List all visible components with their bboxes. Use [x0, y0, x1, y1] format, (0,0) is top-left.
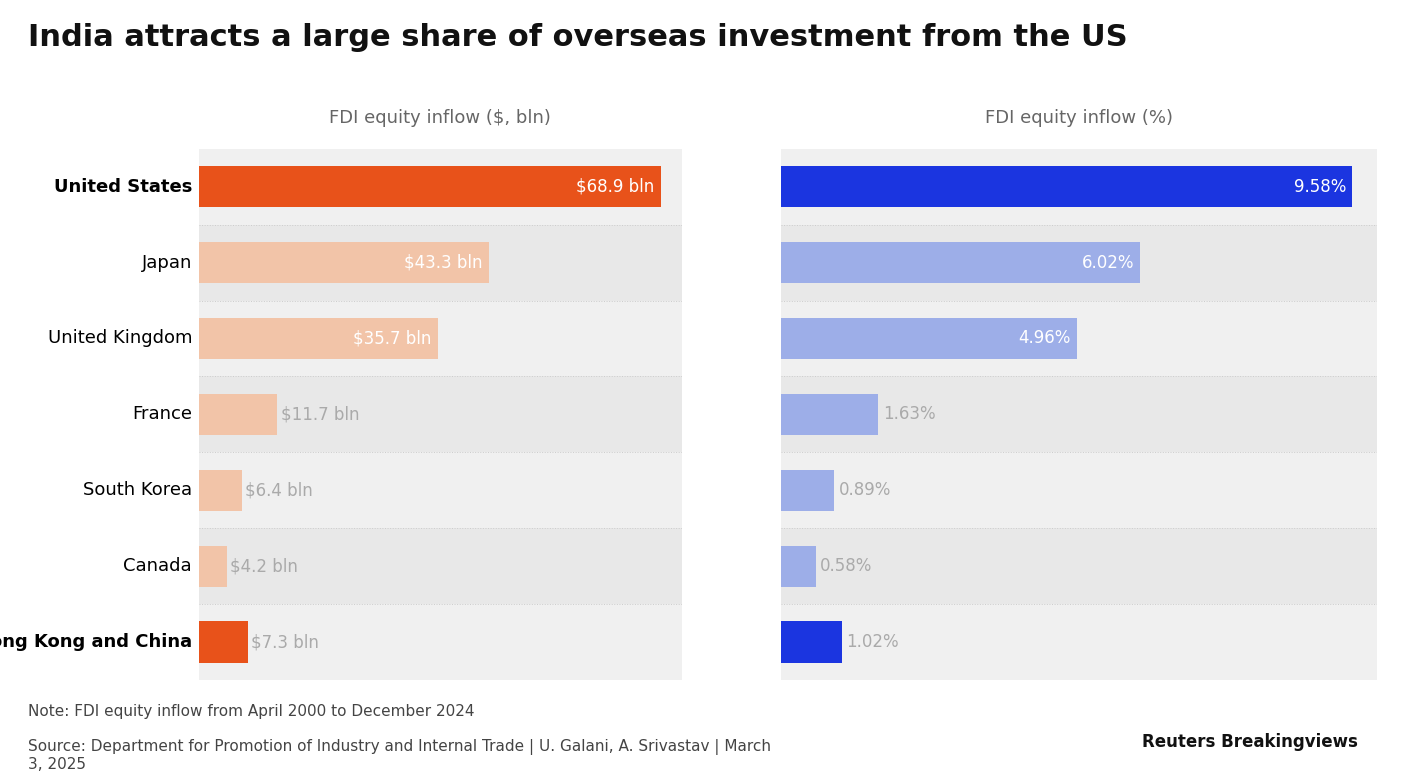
Text: 6.02%: 6.02% — [1082, 253, 1135, 271]
Text: India attracts a large share of overseas investment from the US: India attracts a large share of overseas… — [28, 23, 1127, 52]
Bar — [781, 300, 1377, 376]
Bar — [199, 529, 682, 604]
Bar — [781, 622, 842, 663]
Text: $7.3 bln: $7.3 bln — [251, 633, 320, 651]
Bar — [199, 604, 682, 680]
Text: 1.02%: 1.02% — [846, 633, 899, 651]
Bar — [781, 317, 1076, 360]
Bar — [199, 469, 241, 511]
Bar — [781, 376, 1377, 453]
Text: $68.9 bln: $68.9 bln — [577, 178, 655, 196]
Bar — [781, 393, 878, 436]
Bar — [781, 453, 1377, 529]
Text: FDI equity inflow (%): FDI equity inflow (%) — [985, 109, 1173, 127]
Text: Canada: Canada — [124, 558, 192, 576]
Bar — [781, 546, 815, 587]
Text: Japan: Japan — [142, 253, 192, 271]
Text: 4.96%: 4.96% — [1018, 329, 1071, 347]
Bar — [199, 546, 227, 587]
Bar — [781, 604, 1377, 680]
Text: $6.4 bln: $6.4 bln — [246, 482, 312, 500]
Text: Source: Department for Promotion of Industry and Internal Trade | U. Galani, A. : Source: Department for Promotion of Indu… — [28, 739, 771, 773]
Text: South Korea: South Korea — [82, 482, 192, 500]
Bar — [199, 622, 247, 663]
Text: $35.7 bln: $35.7 bln — [354, 329, 432, 347]
Text: Reuters Breakingviews: Reuters Breakingviews — [1142, 733, 1358, 751]
Bar — [781, 469, 834, 511]
Bar — [199, 149, 682, 224]
Bar — [199, 300, 682, 376]
Text: Note: FDI equity inflow from April 2000 to December 2024: Note: FDI equity inflow from April 2000 … — [28, 704, 474, 719]
Bar — [781, 224, 1377, 300]
Text: 0.89%: 0.89% — [839, 482, 892, 500]
Bar — [199, 224, 682, 300]
Bar — [199, 166, 660, 207]
Text: United States: United States — [54, 178, 192, 196]
Bar — [199, 453, 682, 529]
Text: $4.2 bln: $4.2 bln — [230, 558, 298, 576]
Text: $11.7 bln: $11.7 bln — [281, 405, 359, 424]
Text: FDI equity inflow ($, bln): FDI equity inflow ($, bln) — [329, 109, 551, 127]
Bar — [199, 242, 488, 283]
Bar — [781, 149, 1377, 224]
Bar — [781, 529, 1377, 604]
Text: $43.3 bln: $43.3 bln — [403, 253, 483, 271]
Text: United Kingdom: United Kingdom — [48, 329, 192, 347]
Text: 9.58%: 9.58% — [1294, 178, 1346, 196]
Bar — [199, 376, 682, 453]
Text: 1.63%: 1.63% — [883, 405, 936, 424]
Bar — [781, 242, 1140, 283]
Bar — [199, 393, 277, 436]
Bar — [781, 166, 1352, 207]
Text: 0.58%: 0.58% — [821, 558, 873, 576]
Text: France: France — [132, 405, 192, 424]
Bar — [199, 317, 439, 360]
Text: Hong Kong and China: Hong Kong and China — [0, 633, 192, 651]
